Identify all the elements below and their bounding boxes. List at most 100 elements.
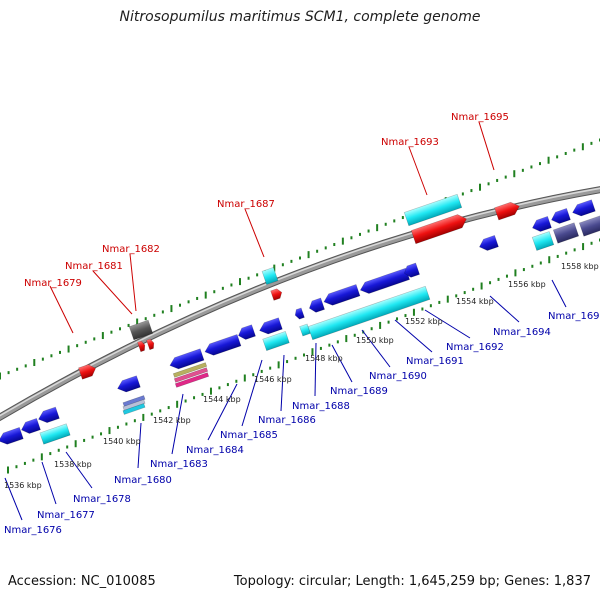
forward-tick — [479, 183, 481, 191]
reverse-tick — [556, 254, 559, 258]
forward-tick — [221, 286, 224, 290]
reverse-tick — [209, 387, 212, 395]
gene-nmar-1680a — [122, 395, 146, 407]
gene-nmar-1694 — [479, 235, 499, 251]
forward-tick — [547, 156, 550, 164]
gene-nmar-1681 — [128, 319, 154, 341]
kbp-label: 1550 kbp — [356, 336, 394, 345]
gene-nmar-1684 — [204, 334, 242, 356]
gene-nmar-1680-shape — [117, 375, 141, 393]
gene-nmar-1682b — [146, 338, 155, 351]
forward-gene-label: Nmar_1695 — [451, 112, 509, 123]
gene-labels: 1536 kbp 1538 kbp 1540 kbp 1542 kbp 1544 kbp… — [4, 112, 600, 536]
reverse-tick — [23, 461, 26, 465]
reverse-leader-line — [41, 461, 57, 505]
gene-nmar-1696c — [572, 199, 596, 217]
kbp-label: 1538 kbp — [54, 460, 92, 469]
reverse-tick — [421, 307, 424, 311]
gene-nmar-1685-shape — [238, 324, 256, 340]
forward-tick — [93, 337, 96, 341]
reverse-gene-label: Nmar_1677 — [37, 510, 95, 521]
gene-nmar-1693b-shape — [410, 214, 467, 245]
gene-nmar-1689 — [323, 284, 361, 306]
gene-nmar-1680c — [122, 403, 146, 415]
forward-leader-line — [478, 121, 495, 171]
kbp-label: 1558 kbp — [561, 262, 599, 271]
reverse-leader-line — [331, 344, 353, 383]
forward-tick — [256, 273, 259, 277]
forward-tick — [359, 232, 361, 236]
forward-tick — [179, 303, 181, 307]
forward-leader-line — [92, 270, 133, 315]
reverse-gene-label: Nmar_1696 — [548, 311, 600, 322]
gene-nmar-1677b-shape — [38, 406, 60, 423]
gene-nmar-1680b-shape — [122, 399, 146, 411]
label-leaders — [4, 121, 567, 521]
forward-tick — [204, 291, 207, 299]
forward-tick — [401, 216, 404, 220]
forward-leader-line — [129, 253, 137, 312]
gene-nmar-1695-shape — [494, 201, 520, 221]
reverse-tick — [32, 458, 35, 462]
reverse-tick — [294, 356, 297, 360]
forward-tick — [307, 251, 310, 259]
reverse-tick — [522, 268, 525, 272]
reverse-tick — [396, 317, 399, 321]
reverse-tick — [150, 412, 153, 416]
forward-tick — [333, 243, 336, 247]
reverse-tick — [573, 248, 576, 252]
reverse-tick — [404, 314, 407, 318]
forward-tick — [41, 357, 44, 361]
forward-tick — [556, 155, 559, 159]
gene-nmar-1692-shape — [404, 262, 420, 278]
reverse-tick — [303, 353, 305, 357]
forward-gene-label: Nmar_1681 — [65, 261, 123, 272]
forward-tick — [367, 229, 370, 233]
gene-nmar-1696e-shape — [578, 215, 600, 237]
forward-tick — [24, 364, 27, 368]
gene-nmar-1686-shape — [262, 331, 290, 351]
reverse-tick — [142, 413, 145, 421]
forward-tick — [513, 170, 516, 178]
reverse-tick — [539, 261, 542, 265]
reverse-tick — [108, 427, 111, 435]
kbp-label: 1552 kbp — [405, 317, 443, 326]
reverse-gene-label: Nmar_1690 — [369, 371, 427, 382]
forward-tick — [76, 344, 79, 348]
reverse-tick — [446, 295, 449, 303]
forward-tick — [350, 236, 353, 240]
reverse-gene-label: Nmar_1689 — [330, 386, 388, 397]
gene-nmar-1685b — [259, 317, 283, 335]
forward-tick — [153, 313, 156, 317]
forward-tick — [136, 318, 139, 326]
reverse-tick — [7, 466, 9, 474]
gene-nmar-1696 — [532, 216, 552, 232]
reverse-leader-line — [394, 319, 433, 353]
reverse-tick — [193, 396, 196, 400]
gene-nmar-1696-shape — [532, 216, 552, 232]
reverse-tick — [548, 256, 551, 264]
reverse-tick — [269, 366, 272, 370]
gene-nmar-1682a-shape — [137, 340, 146, 353]
reverse-tick — [531, 264, 534, 268]
gene-nmar-1686 — [262, 331, 290, 351]
reverse-tick — [319, 346, 322, 350]
reverse-tick — [125, 422, 128, 426]
reverse-gene-label: Nmar_1680 — [114, 475, 172, 486]
reverse-tick — [74, 440, 77, 448]
reverse-gene-label: Nmar_1678 — [73, 494, 131, 505]
kbp-label: 1548 kbp — [305, 354, 343, 363]
reverse-tick — [66, 445, 69, 449]
gene-nmar-1696b-shape — [551, 208, 571, 224]
gene-features — [0, 186, 600, 445]
reverse-tick — [463, 291, 466, 295]
reverse-tick — [514, 269, 517, 277]
gene-nmar-1696b — [551, 208, 571, 224]
forward-gene-label: Nmar_1679 — [24, 278, 82, 289]
gene-nmar-1683b — [173, 367, 209, 383]
gene-nmar-1689-shape — [323, 284, 361, 306]
map-title: Nitrosopumilus maritimus SCM1, complete … — [119, 9, 481, 25]
forward-tick — [16, 367, 19, 371]
kbp-label: 1544 kbp — [203, 395, 241, 404]
gene-nmar-1680c-shape — [122, 403, 146, 415]
